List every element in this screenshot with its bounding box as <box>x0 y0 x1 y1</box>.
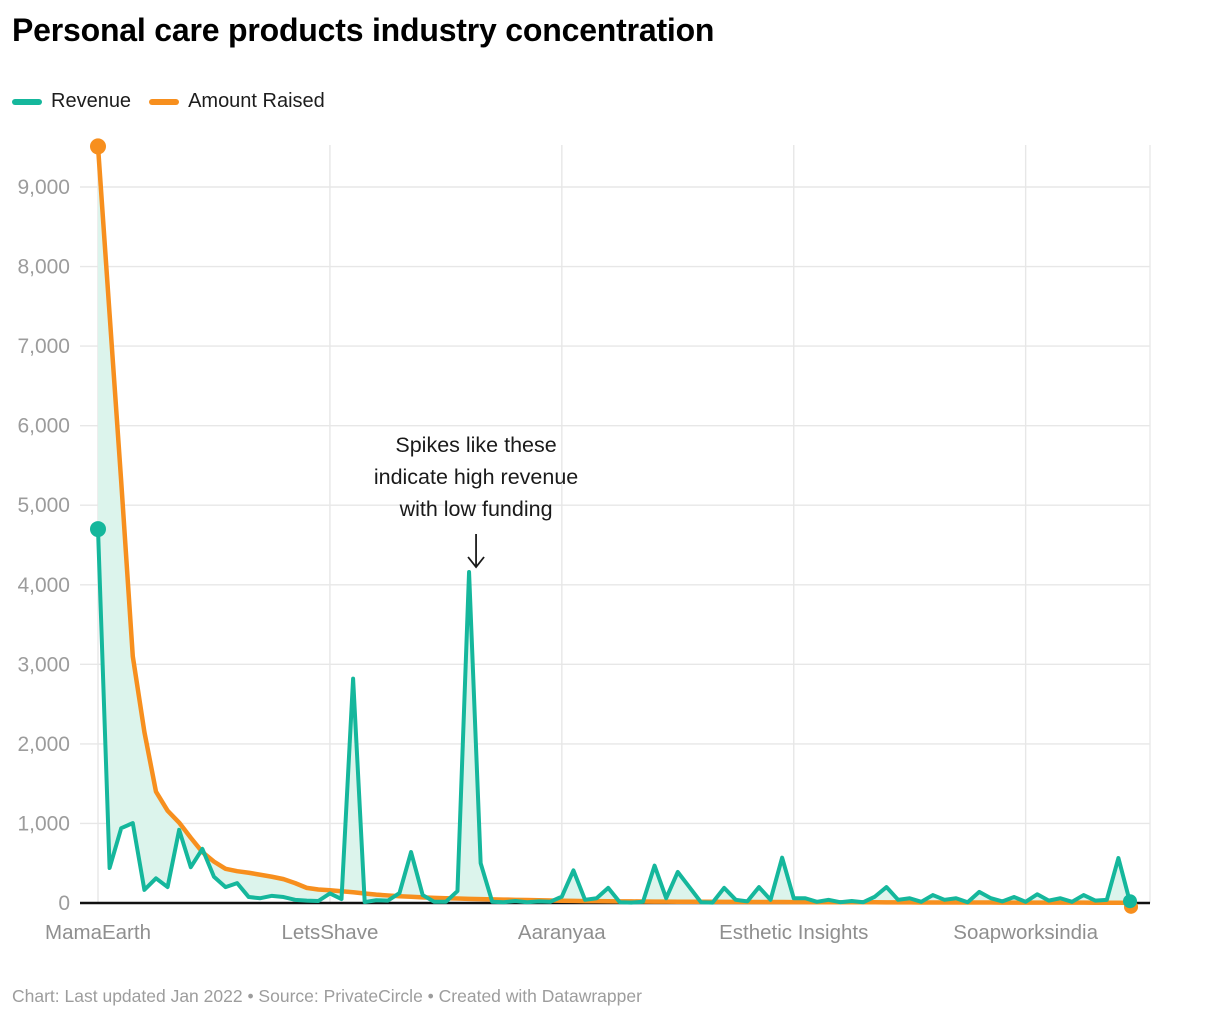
y-tick-label: 2,000 <box>17 733 70 756</box>
x-tick-label: Aaranyaa <box>518 921 606 944</box>
x-tick-label: LetsShave <box>281 921 378 944</box>
y-tick-label: 9,000 <box>17 176 70 199</box>
revenue-swatch-icon <box>12 98 42 105</box>
y-tick-label: 8,000 <box>17 256 70 279</box>
chart-title: Personal care products industry concentr… <box>12 12 715 48</box>
y-tick-label: 1,000 <box>17 812 70 835</box>
amount-raised-start-dot <box>90 138 106 155</box>
series-band-fill <box>98 146 1130 903</box>
amount-raised-line <box>95 144 1133 906</box>
legend-label-revenue: Revenue <box>51 90 132 112</box>
y-tick-label: 3,000 <box>17 653 70 676</box>
x-tick-label: Soapworksindia <box>953 921 1098 944</box>
annotation-text: indicate high revenue <box>374 465 578 489</box>
chart-footer: Chart: Last updated Jan 2022 • Source: P… <box>12 986 642 1006</box>
annotation-arrowhead-icon <box>467 556 485 569</box>
revenue-line <box>96 527 1132 905</box>
revenue-start-dot <box>90 521 106 538</box>
x-tick-label: Esthetic Insights <box>719 921 868 944</box>
amount-raised-swatch-icon <box>149 98 180 105</box>
revenue-end-dot <box>1123 894 1137 909</box>
legend: Revenue Amount Raised <box>12 90 325 113</box>
legend-label-amount-raised: Amount Raised <box>188 90 325 112</box>
legend-item-amount-raised: Amount Raised <box>149 90 325 113</box>
y-tick-label: 6,000 <box>17 415 70 438</box>
y-tick-label: 7,000 <box>17 335 70 358</box>
y-tick-label: 0 <box>58 892 70 915</box>
x-tick-label: MamaEarth <box>45 921 151 944</box>
y-tick-label: 4,000 <box>17 574 70 597</box>
legend-item-revenue: Revenue <box>12 90 131 113</box>
y-tick-label: 5,000 <box>17 494 70 517</box>
annotation-text: Spikes like these <box>395 433 556 457</box>
annotation-text: with low funding <box>399 497 553 521</box>
